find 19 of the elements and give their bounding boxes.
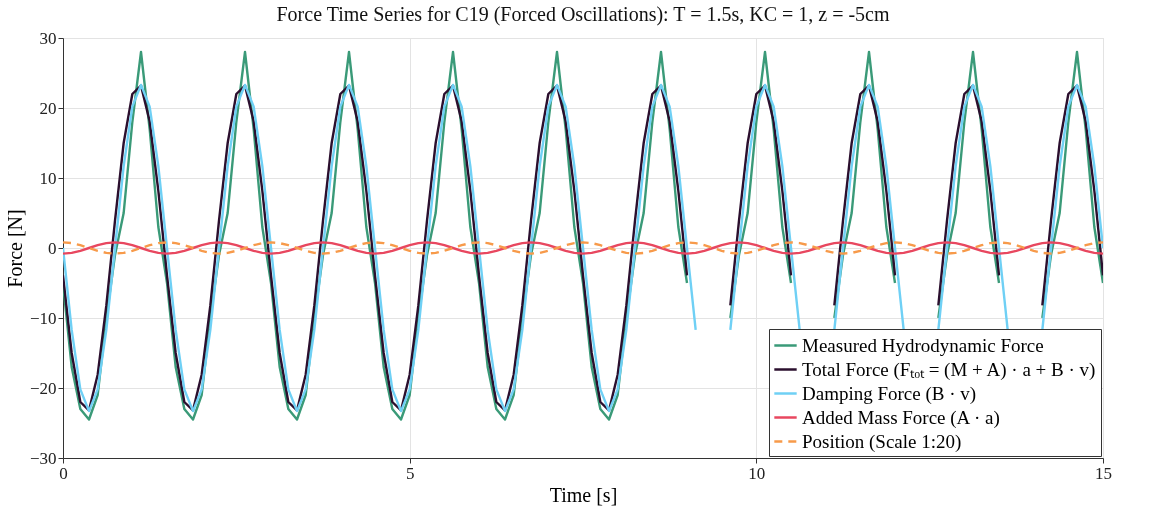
y-tick-label: 30: [39, 28, 57, 48]
x-tick-label: 5: [405, 463, 415, 483]
x-axis-title: Time [s]: [549, 483, 618, 506]
y-tick-label: 10: [39, 168, 57, 188]
y-tick-label: 0: [48, 238, 57, 258]
chart-title: Force Time Series for C19 (Forced Oscillations): T = 1.5s, KC = 1, z = -5cm: [276, 3, 890, 26]
legend-label: Position (Scale 1:20): [802, 430, 962, 453]
legend-label: Measured Hydrodynamic Force: [802, 334, 1044, 356]
y-tick-label: 20: [39, 98, 57, 118]
y-tick-label: −20: [29, 378, 57, 398]
x-tick-label: 10: [748, 463, 766, 483]
legend-label: Damping Force (B · v): [802, 382, 977, 405]
line-series: [63, 241, 1103, 255]
y-tick-label: −30: [29, 448, 57, 468]
legend-label: Added Mass Force (A · a): [802, 406, 1000, 429]
legend-label: Total Force (Fₜₒₜ = (M + A) · a + B · v): [802, 358, 1096, 381]
y-axis-title: Force [N]: [3, 209, 26, 288]
x-tick-label: 15: [1095, 463, 1112, 483]
y-tick-label: −10: [29, 308, 57, 328]
